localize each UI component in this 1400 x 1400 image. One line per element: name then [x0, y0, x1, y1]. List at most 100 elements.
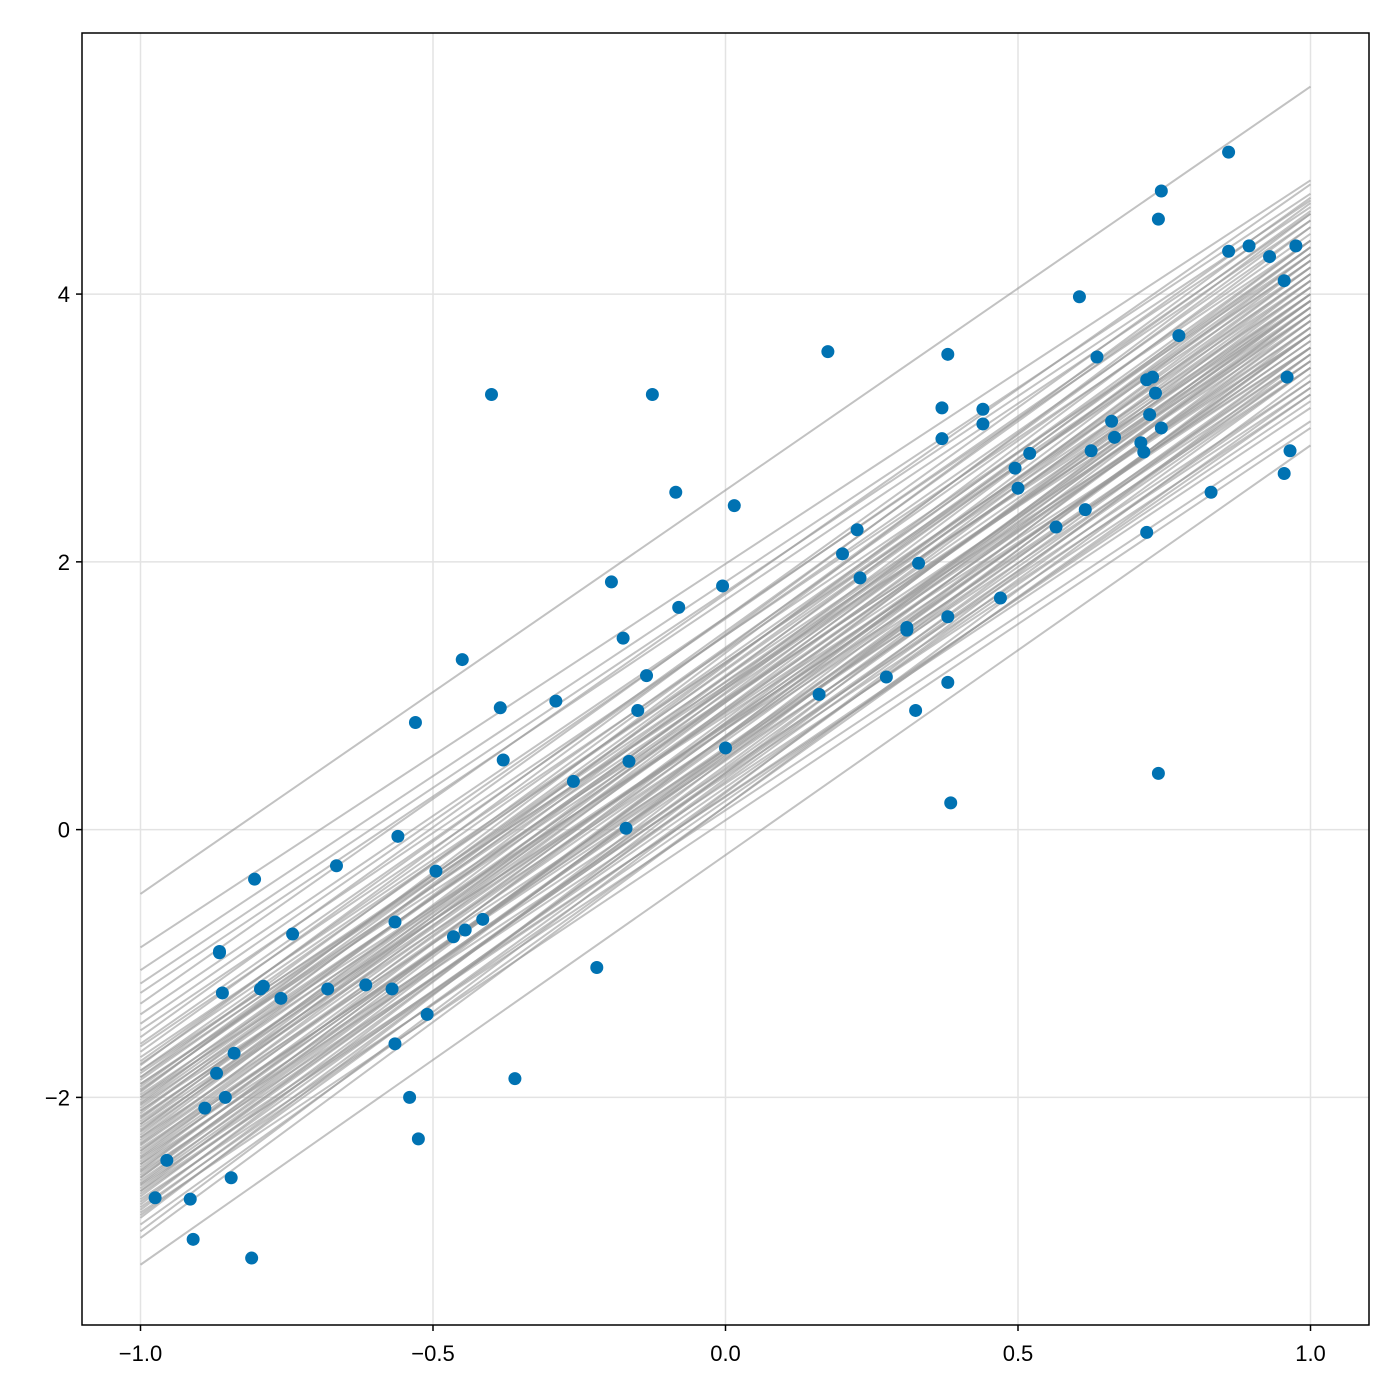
axis-ticks: −1.0 −0.5 0.0 0.5 1.0 −2 0 2 4 [45, 282, 1326, 1366]
data-point [1108, 430, 1122, 444]
data-point [1049, 520, 1063, 534]
regression-line [139, 299, 1312, 1072]
regression-line [139, 393, 1312, 1209]
data-point [941, 347, 955, 361]
data-point [1078, 503, 1092, 517]
data-point [1146, 370, 1160, 384]
data-point [1154, 421, 1168, 435]
regression-line [139, 199, 1312, 985]
regression-line [139, 179, 1312, 949]
regression-line [139, 386, 1312, 1166]
data-point [420, 1007, 434, 1021]
data-point [941, 675, 955, 689]
regression-lines-group [139, 85, 1312, 1266]
data-point [1143, 408, 1157, 422]
x-tick-label: −0.5 [411, 1341, 454, 1366]
data-point [286, 927, 300, 941]
data-point [403, 1090, 417, 1104]
data-point [391, 829, 405, 843]
data-point [900, 620, 914, 634]
y-tick-label: 2 [58, 550, 70, 575]
data-point [245, 1251, 259, 1265]
data-point [836, 547, 849, 561]
regression-line [139, 360, 1312, 1186]
data-point [385, 982, 399, 996]
data-point [669, 485, 683, 499]
data-point [912, 556, 926, 570]
data-point [566, 774, 580, 788]
data-point [850, 523, 864, 537]
data-point [329, 859, 343, 873]
data-point [1283, 444, 1297, 458]
regression-line [139, 353, 1312, 1233]
regression-line [139, 259, 1312, 1136]
data-point [493, 701, 507, 715]
data-point [496, 753, 510, 767]
data-point [227, 1046, 241, 1060]
data-point [1008, 461, 1022, 475]
data-point [1289, 239, 1303, 253]
data-point [485, 387, 498, 401]
data-point [645, 387, 659, 401]
data-point [1151, 766, 1165, 780]
x-tick-label: −1.0 [119, 1341, 162, 1366]
data-point [1154, 184, 1168, 198]
x-tick-label: 0.0 [710, 1341, 741, 1366]
data-points-group [148, 145, 1303, 1265]
data-point [160, 1153, 174, 1167]
data-point [186, 1232, 200, 1246]
regression-line [139, 400, 1312, 1192]
data-point [1222, 145, 1236, 159]
data-point [248, 872, 262, 886]
regression-line [139, 366, 1312, 1217]
data-point [976, 417, 990, 431]
data-point [1140, 525, 1154, 539]
data-point [935, 432, 949, 446]
regression-line [139, 233, 1312, 1063]
data-point [1137, 445, 1151, 459]
data-point [1277, 274, 1291, 288]
data-point [359, 978, 373, 992]
regression-line [139, 427, 1312, 1214]
data-point [616, 631, 630, 645]
regression-line [139, 196, 1312, 1038]
regression-line [139, 85, 1312, 895]
data-point [941, 610, 955, 624]
data-point [727, 499, 741, 513]
regression-line [139, 444, 1312, 1266]
y-tick-label: 4 [58, 282, 70, 307]
data-point [256, 979, 270, 993]
data-point [619, 821, 633, 835]
data-point [631, 703, 645, 717]
data-point [1011, 481, 1025, 495]
data-point [853, 571, 867, 585]
regression-line [139, 326, 1312, 1125]
data-point [212, 944, 226, 958]
data-point [215, 986, 229, 1000]
data-point [218, 1090, 232, 1104]
data-point [976, 402, 990, 416]
data-point [1148, 386, 1162, 400]
data-point [1204, 485, 1218, 499]
data-point [672, 600, 686, 614]
data-point [879, 670, 893, 684]
regression-line [139, 333, 1312, 1179]
data-point [1277, 466, 1291, 480]
data-point [640, 669, 654, 683]
data-point [935, 401, 949, 415]
data-point [1105, 414, 1119, 428]
data-point [719, 741, 732, 755]
x-tick-label: 1.0 [1295, 1341, 1326, 1366]
data-point [1172, 329, 1186, 343]
data-point [812, 687, 826, 701]
data-point [622, 754, 636, 768]
data-point [821, 345, 835, 359]
data-point [1242, 239, 1256, 253]
y-tick-label: −2 [45, 1085, 70, 1110]
regression-line [139, 202, 1312, 1067]
regression-line [139, 259, 1312, 1065]
data-point [476, 912, 490, 926]
data-point [549, 694, 563, 708]
data-point [1072, 290, 1086, 304]
data-point [590, 961, 604, 975]
